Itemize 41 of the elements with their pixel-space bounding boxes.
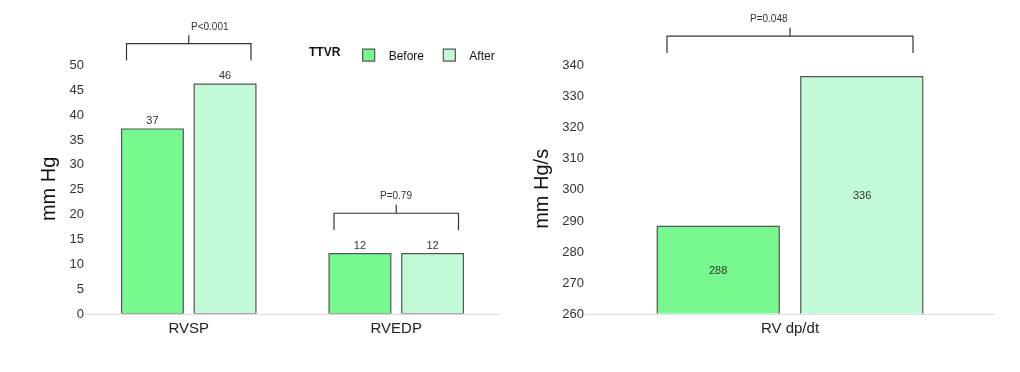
y-tick-label: 280 [562, 243, 584, 259]
legend-label: After [469, 48, 495, 63]
y-tick-label: 300 [562, 181, 584, 197]
y-tick-label: 15 [69, 231, 84, 247]
legend-label: Before [388, 48, 425, 63]
y-tick-label: 0 [76, 306, 84, 322]
y-tick-label: 25 [69, 181, 84, 197]
x-tick-label: RVSP [168, 318, 210, 336]
data-label: 288 [709, 264, 728, 276]
y-tick-label: 260 [562, 306, 584, 322]
y-tick-label: 20 [69, 206, 84, 222]
text: P=0.048 [750, 13, 788, 24]
y-tick-label: 5 [76, 281, 84, 297]
text: P<0.001 [191, 21, 229, 32]
y-tick-label: 40 [69, 106, 84, 122]
x-tick-label: RV dp/dt [760, 318, 820, 336]
data-label: 336 [853, 189, 872, 201]
annotation: P=0.79 [380, 190, 413, 201]
y-tick-label: 310 [562, 150, 584, 166]
data-label: 37 [146, 114, 159, 127]
data-label: 12 [426, 238, 439, 251]
bar [193, 83, 257, 314]
legend-title: TTVR [309, 45, 341, 60]
y-tick-label: 290 [562, 212, 584, 228]
x-tick-label: RVEDP [370, 318, 422, 336]
y-tick-label: 45 [69, 81, 84, 97]
y-tick-label: 30 [69, 156, 84, 172]
data-label: 12 [353, 238, 367, 251]
y-tick-label: 340 [562, 56, 584, 72]
y-tick-label: 320 [562, 119, 584, 135]
bar [328, 253, 392, 314]
y-axis-title: mm Hg [37, 156, 60, 222]
y-tick-label: 10 [69, 256, 84, 272]
y-tick-label: 50 [69, 56, 84, 72]
bar [401, 253, 465, 314]
bar [120, 128, 184, 314]
y-tick-label: 270 [562, 274, 584, 290]
y-tick-label: 35 [69, 131, 84, 147]
data-label: 46 [218, 69, 232, 82]
y-tick-label: 330 [562, 87, 584, 103]
y-axis-title: mm Hg/s [529, 148, 552, 229]
